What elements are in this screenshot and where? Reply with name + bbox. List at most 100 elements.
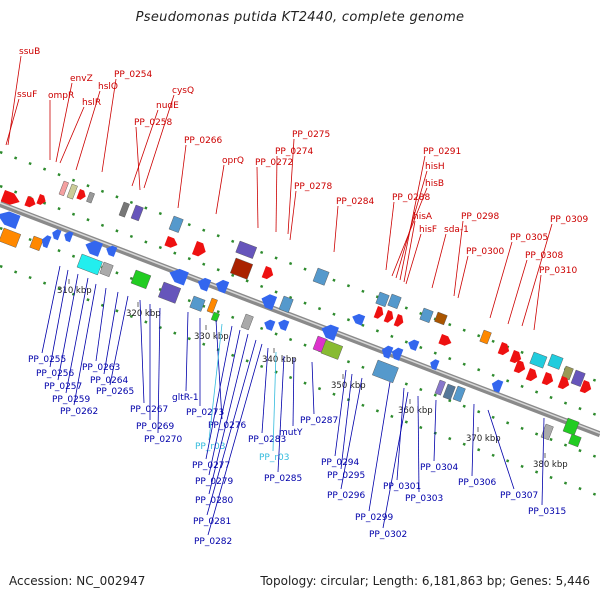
gene-feature bbox=[557, 376, 570, 390]
scale-labels: 310 kbp 320 kbp 330 kbp 340 kbp 350 kbp 360 k… bbox=[57, 279, 568, 470]
top-gene-label: ssuB bbox=[19, 47, 40, 57]
gene-arrow-forward bbox=[164, 236, 178, 248]
bottom-gene-label: PP_0259 bbox=[52, 395, 91, 405]
gene-arrow-reverse bbox=[41, 235, 52, 249]
top-gene-label: hisF bbox=[419, 225, 437, 235]
scale-label: 310 kbp bbox=[57, 286, 92, 296]
label-leader bbox=[292, 357, 295, 427]
bottom-gene-label: PP_0265 bbox=[96, 387, 134, 397]
bottom-gene-label: PP_0299 bbox=[355, 513, 394, 523]
gene-feature bbox=[235, 240, 258, 259]
label-leader bbox=[457, 255, 469, 299]
top-gene-label: PP_0272 bbox=[255, 158, 293, 168]
label-leader bbox=[59, 106, 85, 164]
top-gene-label: PP_0310 bbox=[539, 266, 578, 276]
top-gene-label: ssuF bbox=[17, 90, 37, 100]
top-gene-label: hisB bbox=[425, 179, 444, 189]
top-gene-label: PP_0308 bbox=[525, 251, 564, 261]
scale-label: 330 kbp bbox=[194, 332, 229, 342]
gene-feature bbox=[491, 379, 504, 393]
gene-feature bbox=[191, 241, 206, 257]
gene-box bbox=[434, 311, 448, 326]
gene-box bbox=[118, 201, 130, 218]
gene-box bbox=[479, 329, 492, 345]
gene-box bbox=[206, 297, 218, 314]
gene-arrow-reverse bbox=[106, 245, 118, 257]
gene-feature bbox=[278, 295, 294, 313]
bottom-gene-label: PP_0276 bbox=[208, 421, 247, 431]
genome-backbone bbox=[0, 201, 600, 438]
gene-feature bbox=[169, 268, 189, 286]
gene-arrow-forward bbox=[579, 380, 592, 394]
bottom-gene-label: PP_0294 bbox=[321, 458, 360, 468]
gene-arrow-forward bbox=[383, 310, 394, 323]
gene-arrow-forward bbox=[438, 334, 452, 346]
gene-feature bbox=[0, 211, 21, 229]
gene-feature bbox=[0, 227, 22, 248]
bottom-gene-label: PP_0270 bbox=[144, 435, 183, 445]
label-leader bbox=[489, 241, 513, 319]
gene-feature bbox=[320, 339, 344, 360]
label-leader bbox=[208, 323, 223, 441]
gene-feature bbox=[41, 235, 52, 249]
label-leader bbox=[215, 319, 223, 420]
gene-arrow-reverse bbox=[215, 279, 230, 294]
gene-feature bbox=[168, 215, 184, 233]
gene-feature bbox=[570, 369, 586, 387]
gene-box bbox=[372, 359, 399, 384]
gene-feature bbox=[130, 269, 152, 290]
gene-box bbox=[434, 379, 446, 396]
label-leader bbox=[75, 90, 101, 171]
gene-arrow-forward bbox=[541, 372, 554, 386]
label-leader bbox=[157, 307, 161, 434]
label-leader bbox=[206, 339, 257, 516]
gene-feature bbox=[106, 245, 118, 257]
gene-feature bbox=[130, 204, 144, 222]
bottom-gene-label: PP_r03 bbox=[195, 442, 226, 452]
label-leader bbox=[185, 311, 189, 392]
gene-arrow-reverse bbox=[321, 324, 339, 341]
label-leader bbox=[208, 333, 249, 495]
gene-arrow-forward bbox=[557, 376, 570, 390]
gene-feature bbox=[562, 417, 580, 436]
bottom-gene-label: PP_0262 bbox=[60, 407, 98, 417]
label-leader bbox=[95, 287, 107, 362]
gene-arrow-forward bbox=[513, 360, 526, 374]
label-leader bbox=[333, 205, 339, 253]
label-leader bbox=[55, 82, 73, 163]
gene-feature bbox=[375, 291, 390, 308]
gene-feature bbox=[373, 306, 384, 319]
gene-feature bbox=[278, 319, 290, 331]
label-leader bbox=[399, 155, 426, 281]
gene-feature bbox=[541, 372, 554, 386]
gene-box bbox=[168, 215, 184, 233]
top-gene-label: PP_0298 bbox=[461, 212, 500, 222]
label-leader bbox=[541, 417, 545, 506]
top-gene-label: oprQ bbox=[222, 156, 244, 166]
gene-box bbox=[86, 191, 95, 204]
gene-feature bbox=[76, 189, 86, 200]
gene-arrow-forward bbox=[509, 350, 522, 364]
label-leader bbox=[143, 94, 175, 189]
label-leader bbox=[65, 277, 89, 394]
gene-feature bbox=[264, 319, 276, 331]
gene-feature bbox=[442, 383, 456, 401]
gene-feature bbox=[312, 267, 330, 286]
top-gene-label: PP_0258 bbox=[134, 118, 173, 128]
scale-label: 370 kbp bbox=[466, 434, 501, 444]
scale-label: 320 kbp bbox=[126, 309, 161, 319]
label-leader bbox=[215, 164, 225, 215]
gene-feature bbox=[383, 310, 394, 323]
scale-label: 380 kbp bbox=[533, 460, 568, 470]
gene-box bbox=[375, 291, 390, 308]
map-title: Pseudomonas putida KT2440, complete geno… bbox=[135, 10, 465, 25]
bottom-gene-label: PP_0303 bbox=[405, 494, 443, 504]
top-gene-label: envZ bbox=[70, 74, 93, 84]
gene-box bbox=[547, 353, 564, 370]
label-leader bbox=[208, 329, 241, 476]
gene-arrow-reverse bbox=[391, 347, 404, 361]
top-gene-label: hslO bbox=[98, 82, 118, 92]
gene-feature bbox=[86, 191, 95, 204]
gene-arrow-reverse bbox=[491, 379, 504, 393]
top-gene-label: ompR bbox=[48, 91, 74, 101]
